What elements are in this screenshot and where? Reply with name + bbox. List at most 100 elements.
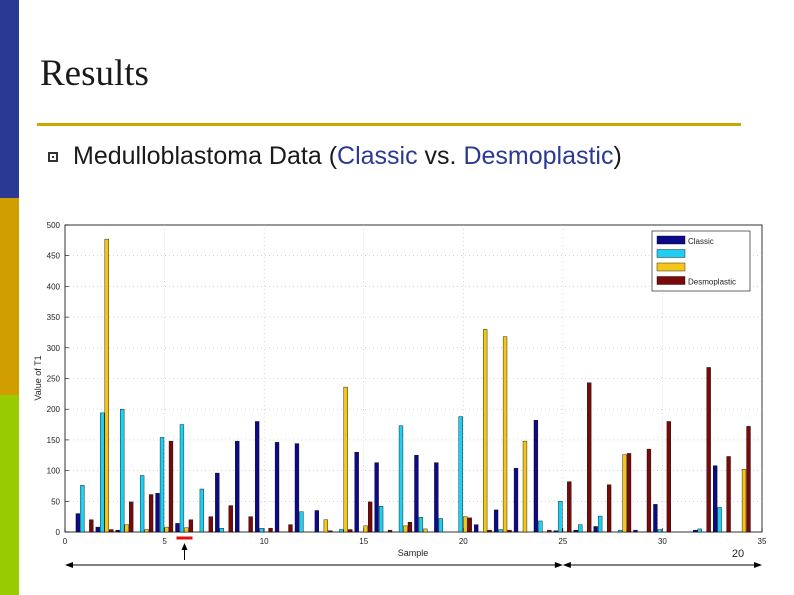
legend-swatch xyxy=(656,262,686,272)
bar xyxy=(697,528,702,533)
bar xyxy=(299,511,304,533)
bar xyxy=(726,456,731,533)
bar xyxy=(219,528,224,533)
accent-stripe-top xyxy=(0,0,19,198)
y-tick-label: 350 xyxy=(47,313,61,322)
marker-arrow-head xyxy=(181,543,188,550)
y-tick-label: 150 xyxy=(47,436,61,445)
bar xyxy=(513,467,519,533)
bar xyxy=(387,529,393,533)
bar xyxy=(215,472,220,533)
bar xyxy=(567,481,572,533)
bar xyxy=(80,485,85,533)
bar xyxy=(348,529,353,533)
x-tick-label: 35 xyxy=(758,537,767,546)
range-arrow-left-head xyxy=(562,562,571,568)
bar xyxy=(89,519,94,533)
bar xyxy=(294,443,300,533)
bar xyxy=(507,529,512,533)
x-tick-label: 15 xyxy=(359,537,368,546)
bar xyxy=(522,440,528,533)
legend-label: Classic xyxy=(688,237,714,246)
bar xyxy=(626,453,632,533)
bar xyxy=(208,516,213,533)
bar xyxy=(438,518,443,533)
bar xyxy=(622,454,627,533)
annotation-layer xyxy=(65,536,762,568)
bar xyxy=(407,521,413,533)
bar xyxy=(646,448,652,533)
bar xyxy=(120,409,125,533)
bar xyxy=(288,524,293,533)
class2-label: Desmoplastic xyxy=(463,142,614,170)
range-arrow-left-head xyxy=(65,562,73,568)
bar xyxy=(657,529,663,533)
x-tick-label: 0 xyxy=(63,537,68,546)
bar xyxy=(139,475,145,533)
legend-swatch xyxy=(656,276,686,285)
y-tick-label: 400 xyxy=(47,282,61,291)
bar xyxy=(378,506,384,533)
legend-swatch xyxy=(656,249,686,258)
bar xyxy=(75,513,81,533)
bar xyxy=(235,440,240,533)
bar xyxy=(374,462,379,533)
bar xyxy=(434,462,439,533)
bar xyxy=(179,424,185,533)
bar xyxy=(95,526,100,533)
square-bullet-icon xyxy=(48,152,58,162)
bar xyxy=(746,426,751,533)
x-tick-label: 5 xyxy=(162,537,167,546)
bar xyxy=(498,529,503,533)
bar xyxy=(109,529,114,533)
bar xyxy=(741,469,747,533)
bar xyxy=(339,529,344,533)
bar xyxy=(587,382,592,533)
bar xyxy=(666,421,671,533)
x-axis-label: Sample xyxy=(398,548,429,558)
bar xyxy=(467,517,472,533)
y-tick-label: 0 xyxy=(56,528,61,537)
bar xyxy=(706,367,711,533)
bar xyxy=(159,437,165,533)
y-tick-label: 100 xyxy=(47,467,61,476)
y-tick-label: 50 xyxy=(51,497,60,506)
bar xyxy=(483,329,488,533)
bar xyxy=(418,517,424,533)
tick-layer: 0 50 100 150 200 250 300 350 400 450 500 0 5 10 15 20 25… xyxy=(47,221,767,546)
x-tick-label: 25 xyxy=(558,537,567,546)
bar xyxy=(633,529,638,533)
bar xyxy=(693,529,698,533)
accent-stripe-middle xyxy=(0,198,19,395)
bar xyxy=(487,529,492,533)
bar xyxy=(274,442,280,533)
y-tick-label: 300 xyxy=(47,344,61,353)
bar xyxy=(259,528,264,533)
bar xyxy=(458,416,463,533)
bar xyxy=(463,516,468,533)
bar xyxy=(403,525,408,533)
bar xyxy=(184,527,189,533)
bar xyxy=(323,519,328,533)
bar xyxy=(354,451,359,533)
bar xyxy=(578,524,583,533)
bar xyxy=(538,520,543,533)
bar xyxy=(617,529,623,533)
bar xyxy=(144,529,149,533)
bar xyxy=(164,526,169,533)
bar xyxy=(363,525,368,533)
y-tick-label: 250 xyxy=(47,375,61,384)
bar xyxy=(502,336,508,533)
bar xyxy=(343,386,348,533)
x-tick-label: 30 xyxy=(658,537,667,546)
bar xyxy=(155,493,160,533)
bar xyxy=(713,465,718,533)
accent-stripe-bottom xyxy=(0,395,19,595)
legend: Classic Desmoplastic xyxy=(651,230,751,292)
bullet-prefix: Medulloblastoma Data ( xyxy=(73,142,338,170)
bar xyxy=(423,528,428,533)
bar xyxy=(547,529,552,533)
bar xyxy=(199,488,204,533)
bar xyxy=(717,507,722,533)
